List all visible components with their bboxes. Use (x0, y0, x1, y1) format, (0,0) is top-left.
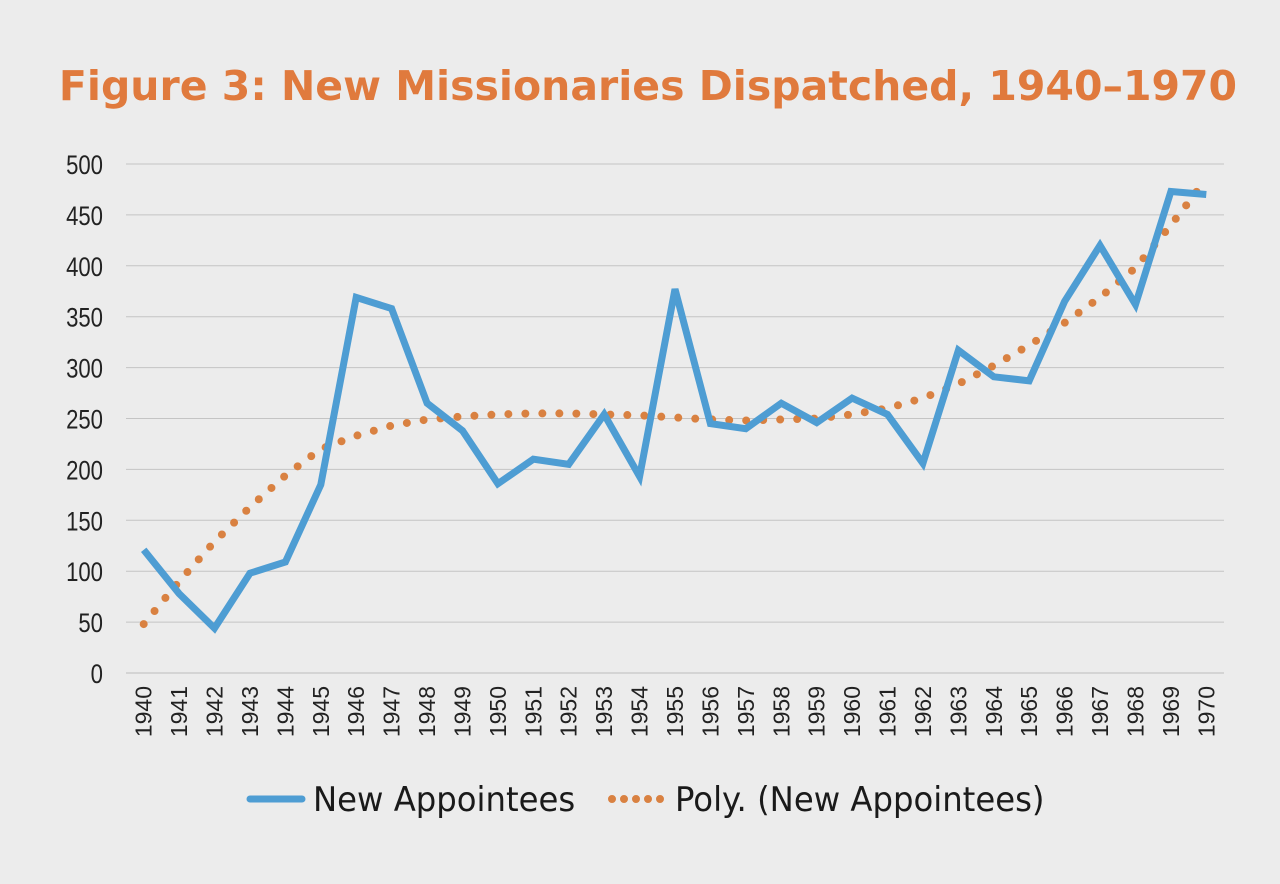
y-axis-tick-labels: 0 50 100 150 200 250 300 350 400 450 500 (66, 151, 103, 690)
x-tick-label: 1970 (1193, 686, 1219, 737)
y-tick-label: 500 (66, 151, 103, 181)
legend-label-new-appointees: New Appointees (313, 779, 575, 819)
x-tick-label: 1948 (414, 686, 440, 737)
x-tick-label: 1943 (237, 686, 263, 737)
series-line-new-appointees (140, 187, 1207, 634)
x-tick-label: 1963 (945, 686, 971, 737)
series-line-poly-new-appointees (139, 175, 1211, 629)
x-tick-label: 1965 (1016, 686, 1042, 737)
y-tick-label: 200 (66, 456, 103, 486)
x-tick-label: 1958 (768, 686, 794, 737)
x-tick-label: 1951 (520, 686, 546, 737)
x-tick-label: 1957 (733, 686, 759, 737)
x-tick-label: 1949 (449, 686, 475, 737)
x-tick-label: 1940 (131, 686, 157, 737)
x-tick-label: 1964 (981, 686, 1007, 737)
x-tick-label: 1969 (1158, 686, 1184, 737)
x-tick-label: 1959 (804, 686, 830, 737)
series-lines (139, 175, 1211, 634)
x-tick-label: 1967 (1087, 686, 1113, 737)
x-tick-label: 1947 (379, 686, 405, 737)
legend: New Appointees Poly. (New Appointees) (246, 779, 1045, 819)
x-tick-label: 1953 (591, 686, 617, 737)
legend-label-poly: Poly. (New Appointees) (675, 779, 1045, 819)
x-tick-label: 1941 (166, 686, 192, 737)
x-tick-label: 1956 (697, 686, 723, 737)
y-tick-label: 350 (66, 304, 103, 334)
x-tick-label: 1942 (202, 686, 228, 737)
x-tick-label: 1962 (910, 686, 936, 737)
y-tick-label: 450 (66, 202, 103, 232)
y-tick-label: 300 (66, 355, 103, 385)
y-tick-label: 100 (66, 558, 103, 588)
x-tick-label: 1944 (272, 686, 298, 737)
chart-title: Figure 3: New Missionaries Dispatched, 1… (59, 62, 1237, 110)
x-tick-label: 1952 (556, 686, 582, 737)
y-tick-label: 50 (78, 609, 103, 639)
y-tick-label: 150 (66, 507, 103, 537)
x-tick-label: 1961 (875, 686, 901, 737)
y-tick-label: 400 (66, 253, 103, 283)
x-tick-label: 1966 (1052, 686, 1078, 737)
x-tick-label: 1950 (485, 686, 511, 737)
x-tick-label: 1968 (1122, 686, 1148, 737)
y-tick-label: 250 (66, 406, 103, 436)
x-tick-label: 1954 (627, 686, 653, 737)
y-tick-label: 0 (91, 660, 103, 690)
x-axis-tick-labels: 1940 1941 1942 1943 1944 1945 1946 1947 1948 1949… (131, 686, 1220, 737)
x-tick-label: 1946 (343, 686, 369, 737)
x-tick-label: 1960 (839, 686, 865, 737)
x-tick-label: 1945 (308, 686, 334, 737)
x-tick-label: 1955 (662, 686, 688, 737)
